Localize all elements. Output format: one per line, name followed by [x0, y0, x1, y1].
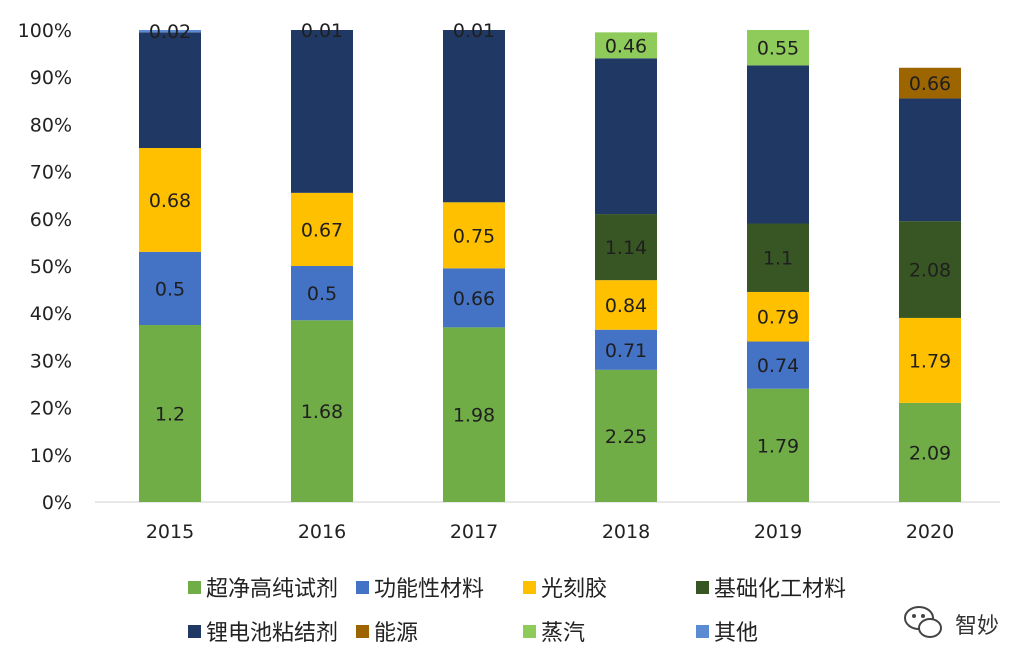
legend-label: 基础化工材料: [714, 577, 846, 602]
data-label: 0.84: [605, 295, 647, 317]
bar-segment: [139, 325, 201, 502]
x-tick-label: 2017: [450, 521, 498, 543]
data-label: 0.5: [307, 283, 337, 305]
legend-label: 锂电池粘结剂: [206, 621, 338, 646]
bar-segment: [595, 32, 657, 59]
y-tick-label: 10%: [30, 445, 72, 467]
legend-swatch: [356, 581, 369, 594]
y-tick-label: 70%: [30, 162, 72, 184]
bar-segment: [139, 30, 201, 33]
legend-swatch: [523, 581, 536, 594]
bar-segment: [747, 388, 809, 502]
data-label: 0.5: [155, 278, 185, 300]
watermark-text: 智妙: [955, 614, 999, 639]
data-label: 1.68: [301, 401, 343, 423]
y-tick-label: 0%: [42, 492, 72, 514]
bar-segment: [899, 402, 961, 502]
y-axis: 0% 10% 20% 30% 40% 50% 60% 70% 80% 90% 100%: [18, 20, 72, 514]
legend-label: 能源: [374, 621, 418, 646]
x-tick-label: 2016: [298, 521, 346, 543]
data-label: 1.14: [605, 237, 647, 259]
x-tick-label: 2020: [906, 521, 954, 543]
data-label: 0.01: [453, 20, 495, 42]
data-label: 0.46: [605, 35, 647, 57]
bar-segment: [291, 266, 353, 321]
bar-segment: [595, 214, 657, 281]
y-tick-label: 100%: [18, 20, 72, 42]
y-tick-label: 90%: [30, 67, 72, 89]
legend-label: 功能性材料: [374, 577, 484, 602]
data-label: 0.01: [301, 20, 343, 42]
bar-segment: [443, 202, 505, 269]
bar-segment: [595, 369, 657, 502]
data-label: 0.71: [605, 340, 647, 362]
data-label: 0.75: [453, 225, 495, 247]
data-label: 0.55: [757, 38, 799, 60]
data-label: 0.02: [149, 21, 191, 43]
data-label: 2.08: [909, 260, 951, 282]
bar-segment: [747, 291, 809, 342]
y-tick-label: 40%: [30, 303, 72, 325]
bar-segment: [443, 30, 505, 203]
watermark: 智妙: [904, 606, 999, 639]
bar-segment: [595, 58, 657, 215]
x-tick-label: 2019: [754, 521, 802, 543]
legend-swatch: [523, 625, 536, 638]
bar-segment: [291, 320, 353, 502]
data-label: 0.66: [453, 288, 495, 310]
data-label: 1.1: [763, 248, 793, 270]
bar-segment: [899, 67, 961, 99]
y-tick-label: 30%: [30, 350, 72, 372]
data-label: 2.09: [909, 442, 951, 464]
bar-segment: [139, 32, 201, 148]
data-label: 1.79: [909, 350, 951, 372]
legend-swatch: [696, 625, 709, 638]
bar-segment: [747, 341, 809, 389]
bar-segment: [139, 251, 201, 325]
bar-segment: [291, 30, 353, 193]
bar-segment: [443, 327, 505, 502]
bars: 1.2 0.5 0.68 0.02 1.68 0.5 0.67 0.01 1.98 0.66 0.7…: [139, 20, 961, 502]
wechat-icon: [904, 606, 942, 638]
data-label: 0.68: [149, 190, 191, 212]
legend-swatch: [356, 625, 369, 638]
legend-label: 光刻胶: [541, 577, 607, 602]
y-tick-label: 80%: [30, 114, 72, 136]
bar-segment: [747, 65, 809, 224]
data-label: 1.79: [757, 435, 799, 457]
y-tick-label: 50%: [30, 256, 72, 278]
y-tick-label: 60%: [30, 209, 72, 231]
legend-swatch: [188, 625, 201, 638]
data-label: 0.74: [757, 355, 799, 377]
data-label: 1.98: [453, 405, 495, 427]
bar-segment: [899, 221, 961, 318]
bar-segment: [595, 329, 657, 370]
y-tick-label: 20%: [30, 398, 72, 420]
data-label: 0.66: [909, 73, 951, 95]
legend-label: 超净高纯试剂: [206, 577, 338, 602]
legend-swatch: [188, 581, 201, 594]
x-axis: 2015 2016 2017 2018 2019 2020: [95, 501, 1000, 543]
data-label: 0.67: [301, 219, 343, 241]
data-label: 0.79: [757, 307, 799, 329]
bar-segment: [139, 148, 201, 252]
bar-segment: [899, 98, 961, 222]
data-label: 2.25: [605, 426, 647, 448]
bar-segment: [291, 192, 353, 266]
bar-segment: [595, 280, 657, 330]
bar-segment: [899, 317, 961, 403]
legend-label: 其他: [714, 621, 758, 646]
legend-label: 蒸汽: [541, 621, 585, 646]
bar-segment: [747, 223, 809, 292]
data-label: 1.2: [155, 404, 185, 426]
bar-segment: [747, 30, 809, 66]
x-tick-label: 2015: [146, 521, 194, 543]
x-tick-label: 2018: [602, 521, 650, 543]
bar-segment: [443, 268, 505, 328]
legend-swatch: [696, 581, 709, 594]
